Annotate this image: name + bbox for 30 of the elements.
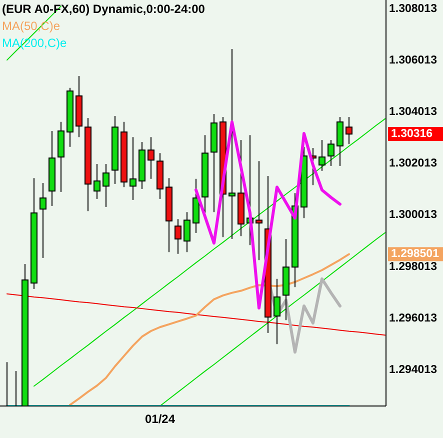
candlestick <box>184 212 190 253</box>
candlestick <box>102 163 110 208</box>
line-series <box>34 118 386 387</box>
y-tick-label: 1.294013 <box>389 364 437 376</box>
y-tick-label: 1.308013 <box>389 2 437 15</box>
y-tick-label: 1.302013 <box>389 158 437 170</box>
candlestick <box>94 163 100 200</box>
candlestick <box>318 139 326 172</box>
y-tick-label: 1.300013 <box>389 209 437 222</box>
text: 1.30316 <box>391 128 433 140</box>
y-tick-label: 1.296013 <box>389 312 437 324</box>
candlestick <box>148 136 154 180</box>
x-tick-label: 01/24 <box>144 412 176 426</box>
line-series <box>69 253 350 406</box>
candlestick <box>328 139 334 167</box>
text: 1.298501 <box>391 248 440 260</box>
line-series <box>160 232 386 406</box>
line-series <box>194 120 342 310</box>
y-tick-label: 1.298013 <box>389 260 437 273</box>
candlestick <box>256 160 262 261</box>
candlestick <box>228 48 236 240</box>
candlestick <box>130 136 136 201</box>
y-tick-label: 1.304013 <box>389 106 437 118</box>
candlestick <box>274 278 280 345</box>
candlestick <box>174 218 182 254</box>
y-tick-label: 1.306013 <box>389 54 437 67</box>
candlestick <box>40 182 46 259</box>
candlestick <box>336 116 344 167</box>
candlestick <box>346 116 352 145</box>
line-series <box>6 293 386 336</box>
